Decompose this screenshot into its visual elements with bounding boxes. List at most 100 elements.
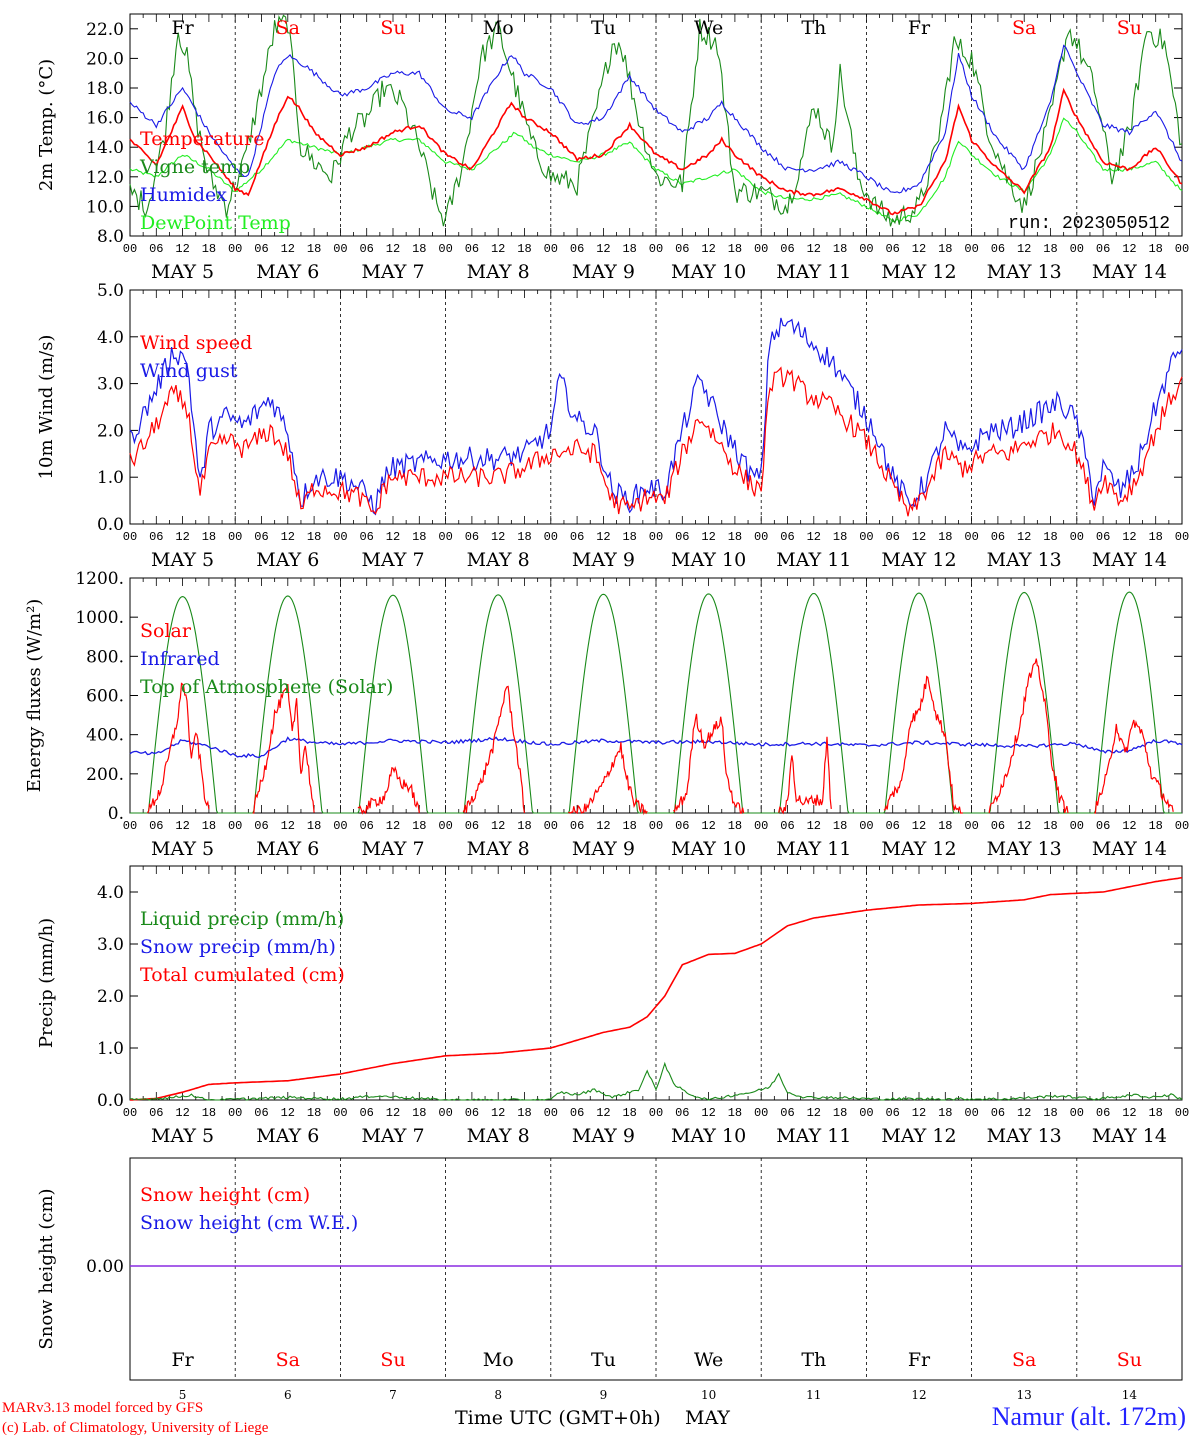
hour-tick-label: 06: [780, 1106, 794, 1120]
hour-tick-label: 06: [991, 819, 1005, 833]
hour-tick-label: 12: [281, 242, 295, 256]
day-label: MAY 9: [572, 261, 635, 283]
day-label: MAY 11: [776, 549, 851, 571]
day-label: MAY 6: [256, 1125, 319, 1147]
y-axis-title: Energy fluxes (W/m²): [24, 599, 45, 793]
hour-tick-label: 18: [728, 242, 742, 256]
weekday-label: Su: [380, 1349, 405, 1371]
hour-tick-label: 06: [465, 1106, 479, 1120]
hour-tick-label: 12: [1017, 242, 1031, 256]
series-wind-speed: [129, 366, 1183, 517]
legend-entry: Snow height (cm): [140, 1184, 310, 1206]
y-tick-label: 22.0: [86, 20, 124, 40]
hour-tick-label: 00: [228, 242, 242, 256]
day-label: MAY 11: [776, 261, 851, 283]
day-label: MAY 14: [1092, 261, 1167, 283]
weekday-label: Su: [1117, 17, 1142, 39]
legend-entry: Solar: [140, 620, 192, 642]
hour-tick-label: 06: [991, 1106, 1005, 1120]
hour-tick-label: 00: [964, 1106, 978, 1120]
hour-tick-label: 12: [386, 1106, 400, 1120]
day-label: MAY 6: [256, 838, 319, 860]
hour-tick-label: 06: [1096, 242, 1110, 256]
day-label: MAY 12: [881, 838, 956, 860]
hour-tick-label: 00: [1070, 819, 1084, 833]
hour-tick-label: 06: [885, 530, 899, 544]
hour-tick-label: 18: [833, 1106, 847, 1120]
y-tick-label: 1.0: [97, 1039, 124, 1059]
hour-tick-label: 18: [833, 530, 847, 544]
hour-tick-label: 12: [596, 1106, 610, 1120]
day-label: MAY 7: [361, 549, 424, 571]
hour-tick-label: 18: [412, 530, 426, 544]
hour-tick-label: 06: [465, 530, 479, 544]
hour-tick-label: 18: [202, 819, 216, 833]
hour-tick-label: 00: [228, 1106, 242, 1120]
hour-tick-label: 12: [386, 242, 400, 256]
hour-tick-label: 18: [728, 1106, 742, 1120]
series-solar: [673, 713, 745, 814]
hour-tick-label: 06: [675, 242, 689, 256]
hour-tick-label: 00: [228, 530, 242, 544]
hour-tick-label: 06: [149, 819, 163, 833]
hour-tick-label: 18: [938, 530, 952, 544]
hour-tick-label: 18: [202, 1106, 216, 1120]
day-label: MAY 8: [467, 549, 530, 571]
hour-tick-label: 12: [1122, 242, 1136, 256]
hour-tick-label: 18: [1043, 242, 1057, 256]
hour-tick-label: 00: [964, 530, 978, 544]
hour-tick-label: 18: [412, 819, 426, 833]
site-label: Namur (alt. 172m): [991, 1402, 1186, 1431]
lab-credit: (c) Lab. of Climatology, University of L…: [2, 1420, 269, 1436]
hour-tick-label: 12: [491, 819, 505, 833]
hour-tick-label: 00: [1070, 1106, 1084, 1120]
y-tick-label: 8.0: [97, 227, 124, 247]
hour-tick-label: 00: [1070, 242, 1084, 256]
day-label: MAY 8: [467, 838, 530, 860]
hour-tick-label: 06: [359, 530, 373, 544]
day-label: MAY 13: [987, 549, 1062, 571]
hour-tick-label: 06: [570, 1106, 584, 1120]
legend-entry: Temperature: [140, 128, 264, 150]
day-label: MAY 10: [671, 1125, 746, 1147]
series-infrared: [129, 736, 1183, 759]
hour-tick-label: 00: [754, 1106, 768, 1120]
hour-tick-label: 12: [281, 819, 295, 833]
hour-tick-label: 18: [1148, 530, 1162, 544]
run-label: run: 2023050512: [1008, 214, 1170, 234]
hour-tick-label: 18: [307, 1106, 321, 1120]
hour-tick-label: 18: [833, 819, 847, 833]
legend-entry: Humidex: [140, 184, 227, 206]
legend-entry: Snow height (cm W.E.): [140, 1212, 358, 1234]
hour-tick-label: 12: [386, 819, 400, 833]
hour-tick-label: 12: [175, 242, 189, 256]
hour-tick-label: 00: [1175, 242, 1189, 256]
series-solar: [252, 683, 315, 814]
hour-tick-label: 06: [1096, 819, 1110, 833]
day-number: 6: [284, 1388, 292, 1402]
hour-tick-label: 00: [754, 819, 768, 833]
hour-tick-label: 00: [438, 819, 452, 833]
day-label: MAY 8: [467, 261, 530, 283]
hour-tick-label: 18: [622, 242, 636, 256]
y-tick-label: 4.0: [97, 328, 124, 348]
hour-tick-label: 18: [938, 242, 952, 256]
hour-tick-label: 00: [649, 530, 663, 544]
y-axis-title: Snow height (cm): [36, 1188, 57, 1349]
day-label: MAY 11: [776, 838, 851, 860]
hour-tick-label: 18: [622, 1106, 636, 1120]
day-number: 13: [1017, 1388, 1032, 1402]
hour-tick-label: 18: [412, 242, 426, 256]
hour-tick-label: 06: [359, 242, 373, 256]
hour-tick-label: 00: [333, 530, 347, 544]
hour-tick-label: 06: [149, 530, 163, 544]
weekday-label: Sa: [1012, 17, 1036, 39]
series-solar: [1094, 719, 1174, 814]
y-tick-label: 20.0: [86, 49, 124, 69]
hour-tick-label: 00: [123, 1106, 137, 1120]
day-label: MAY 13: [987, 261, 1062, 283]
legend-entry: Liquid precip (mm/h): [140, 908, 344, 930]
hour-tick-label: 00: [333, 242, 347, 256]
day-label: MAY 10: [671, 838, 746, 860]
